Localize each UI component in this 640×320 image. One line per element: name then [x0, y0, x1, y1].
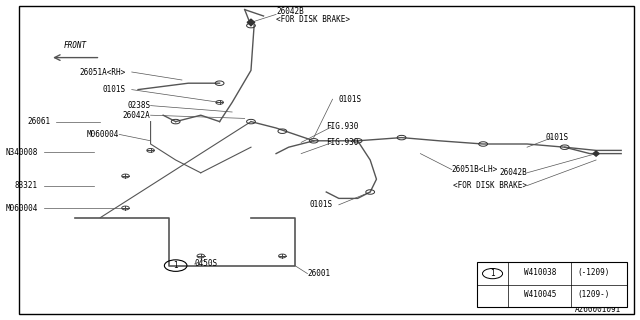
Text: 0101S: 0101S [546, 133, 569, 142]
Text: 0101S: 0101S [309, 200, 333, 209]
Text: 0238S: 0238S [127, 101, 150, 110]
Text: 83321: 83321 [15, 181, 38, 190]
Text: 1: 1 [490, 269, 495, 278]
Text: (1209-): (1209-) [577, 290, 610, 299]
Text: 0101S: 0101S [102, 85, 125, 94]
Polygon shape [593, 151, 599, 156]
Bar [477, 262, 627, 307]
Polygon shape [247, 19, 255, 26]
Text: 26042B: 26042B [276, 7, 304, 16]
Text: (-1209): (-1209) [577, 268, 610, 277]
Text: 0450S: 0450S [195, 260, 218, 268]
Text: A260001091: A260001091 [575, 305, 621, 314]
Text: W410045: W410045 [524, 290, 556, 299]
Text: 26042A: 26042A [123, 111, 150, 120]
Text: <FOR DISK BRAKE>: <FOR DISK BRAKE> [276, 15, 350, 24]
Text: N340008: N340008 [5, 148, 38, 156]
Text: <FOR DISK BRAKE>: <FOR DISK BRAKE> [453, 181, 527, 190]
Text: 26051B<LH>: 26051B<LH> [452, 165, 498, 174]
Text: W410038: W410038 [524, 268, 556, 277]
Text: 26051A<RH>: 26051A<RH> [79, 68, 125, 76]
Text: FRONT: FRONT [64, 41, 87, 50]
Text: 26042B: 26042B [499, 168, 527, 177]
Text: 26001: 26001 [307, 269, 331, 278]
Text: M060004: M060004 [87, 130, 119, 139]
Text: 1: 1 [173, 261, 178, 270]
Text: FIG.930: FIG.930 [326, 138, 358, 147]
Text: 0101S: 0101S [339, 95, 362, 104]
Text: FIG.930: FIG.930 [326, 122, 358, 131]
Text: 26061: 26061 [27, 117, 50, 126]
Text: M060004: M060004 [5, 204, 38, 212]
